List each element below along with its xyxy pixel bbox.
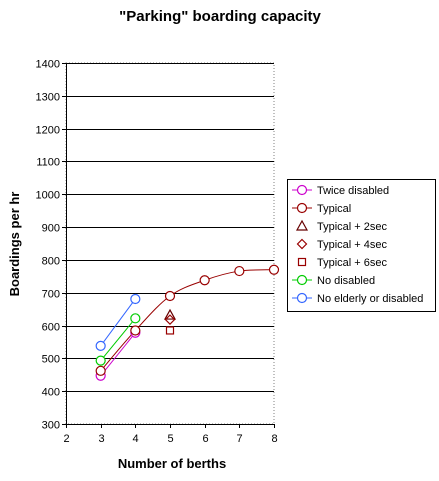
legend-marker-typical-2sec bbox=[295, 219, 309, 231]
legend-box bbox=[287, 179, 436, 312]
legend-label: No disabled bbox=[317, 275, 375, 287]
x-tick-label: 5 bbox=[167, 433, 173, 445]
data-point-no-disabled bbox=[95, 355, 106, 366]
data-point-typical-4sec bbox=[164, 314, 176, 325]
y-axis-title: Boardings per hr bbox=[7, 192, 22, 297]
plot-area: 300 400 500 600 700 800 900 1000 1100 1200 1300 140… bbox=[36, 59, 280, 445]
legend: Twice disabled Typical Typical + 2sec Typic… bbox=[287, 179, 436, 312]
data-point-typical-2sec bbox=[163, 308, 177, 320]
data-point-no-elderly-or-disabled bbox=[95, 340, 106, 351]
x-tick-label: 3 bbox=[98, 433, 104, 445]
data-point-typical bbox=[164, 290, 176, 302]
data-point-typical bbox=[130, 325, 141, 336]
x-tick-label: 7 bbox=[236, 433, 242, 445]
y-tick-label: 600 bbox=[42, 322, 60, 334]
y-tick-label: 1000 bbox=[36, 190, 60, 202]
legend-marker-no-elderly-or-disabled bbox=[296, 292, 308, 304]
data-point-typical-6sec bbox=[165, 326, 175, 335]
x-tick-label: 8 bbox=[271, 433, 277, 445]
y-tick-label: 1100 bbox=[36, 157, 60, 169]
data-point-typical bbox=[268, 264, 280, 275]
y-tick-label: 1400 bbox=[36, 59, 60, 71]
x-tick-label: 2 bbox=[63, 433, 69, 445]
y-tick-label: 900 bbox=[42, 223, 60, 235]
series-line-no-disabled bbox=[100, 318, 136, 361]
chart-title: "Parking" boarding capacity bbox=[119, 8, 321, 25]
series-line-no-elderly-or-disabled bbox=[100, 298, 136, 347]
legend-marker-typical-6sec bbox=[297, 257, 307, 267]
legend-label: Typical + 2sec bbox=[317, 221, 388, 233]
legend-marker-twice-disabled bbox=[296, 184, 308, 196]
y-tick-label: 700 bbox=[42, 289, 60, 301]
data-point-typical bbox=[95, 365, 106, 376]
data-point-no-disabled bbox=[130, 313, 141, 324]
data-point-typical bbox=[199, 275, 210, 286]
data-point-typical bbox=[234, 265, 245, 277]
y-tick-label: 800 bbox=[42, 256, 60, 268]
y-tick-label: 1300 bbox=[36, 92, 60, 104]
y-tick-label: 500 bbox=[42, 354, 60, 366]
y-tick-label: 300 bbox=[42, 420, 60, 432]
legend-marker-no-disabled bbox=[296, 274, 308, 286]
legend-label: No elderly or disabled bbox=[317, 293, 423, 305]
y-tick-label: 1200 bbox=[36, 125, 60, 137]
legend-label: Typical + 4sec bbox=[317, 239, 388, 251]
legend-marker-typical-4sec bbox=[296, 238, 308, 250]
legend-label: Typical bbox=[317, 203, 351, 215]
y-tick-label: 400 bbox=[42, 387, 60, 399]
series-line-twice-disabled bbox=[100, 332, 136, 377]
legend-label: Twice disabled bbox=[317, 185, 389, 197]
legend-label: Typical + 6sec bbox=[317, 257, 388, 269]
data-point-no-elderly-or-disabled bbox=[130, 293, 141, 305]
x-tick-label: 6 bbox=[202, 433, 208, 445]
legend-marker-typical bbox=[296, 202, 308, 214]
x-axis-title: Number of berths bbox=[118, 456, 226, 471]
x-tick-label: 4 bbox=[132, 433, 138, 445]
